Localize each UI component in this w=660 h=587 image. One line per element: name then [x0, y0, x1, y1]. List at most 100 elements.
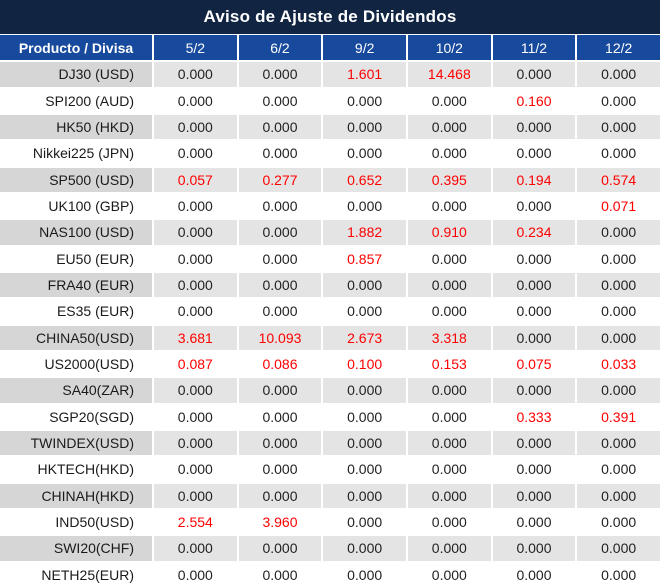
value-cell: 0.000 — [321, 139, 406, 166]
value-cell: 0.910 — [405, 218, 491, 245]
value-cell: 0.000 — [152, 139, 237, 166]
product-cell: SWI20(CHF) — [0, 534, 152, 561]
value-cell: 0.000 — [575, 560, 660, 587]
value-cell: 0.000 — [405, 376, 491, 403]
value-cell: 0.000 — [236, 297, 322, 324]
value-cell: 2.554 — [152, 508, 237, 535]
value-cell: 0.000 — [575, 455, 660, 482]
value-cell: 0.000 — [321, 455, 406, 482]
value-cell: 0.000 — [490, 297, 576, 324]
value-cell: 0.000 — [321, 113, 406, 140]
value-cell: 0.000 — [152, 192, 237, 219]
product-cell: US2000(USD) — [0, 350, 152, 377]
product-cell: HK50 (HKD) — [0, 113, 152, 140]
value-cell: 0.000 — [321, 508, 406, 535]
value-cell: 0.000 — [490, 139, 576, 166]
value-cell: 0.153 — [405, 350, 491, 377]
product-cell: CHINAH(HKD) — [0, 481, 152, 508]
value-cell: 0.000 — [490, 429, 576, 456]
value-cell: 0.000 — [236, 271, 322, 298]
value-cell: 0.000 — [490, 271, 576, 298]
value-cell: 0.000 — [152, 297, 237, 324]
value-cell: 0.194 — [490, 165, 576, 192]
value-cell: 0.071 — [575, 192, 660, 219]
value-cell: 0.000 — [236, 60, 322, 87]
value-cell: 0.333 — [490, 402, 576, 429]
value-cell: 0.000 — [490, 481, 576, 508]
value-cell: 10.093 — [236, 323, 322, 350]
value-cell: 0.100 — [321, 350, 406, 377]
value-cell: 0.000 — [490, 534, 576, 561]
value-cell: 0.000 — [575, 244, 660, 271]
product-cell: TWINDEX(USD) — [0, 429, 152, 456]
column-header-date-2: 6/2 — [236, 34, 322, 61]
value-cell: 0.000 — [575, 508, 660, 535]
value-cell: 0.574 — [575, 165, 660, 192]
value-cell: 0.000 — [152, 402, 237, 429]
value-cell: 0.000 — [405, 455, 491, 482]
value-cell: 0.000 — [321, 560, 406, 587]
product-cell: SGP20(SGD) — [0, 402, 152, 429]
value-cell: 0.000 — [321, 192, 406, 219]
dividend-table: Producto / Divisa 5/2 6/2 9/2 10/2 11/2 … — [0, 34, 660, 587]
product-cell: ES35 (EUR) — [0, 297, 152, 324]
value-cell: 0.000 — [321, 271, 406, 298]
value-cell: 0.000 — [236, 429, 322, 456]
value-cell: 0.000 — [236, 402, 322, 429]
value-cell: 0.075 — [490, 350, 576, 377]
value-cell: 0.000 — [490, 376, 576, 403]
value-cell: 0.277 — [236, 165, 322, 192]
value-cell: 0.000 — [575, 218, 660, 245]
product-cell: CHINA50(USD) — [0, 323, 152, 350]
value-cell: 0.000 — [490, 455, 576, 482]
value-cell: 0.000 — [405, 113, 491, 140]
value-cell: 0.000 — [152, 376, 237, 403]
value-cell: 0.000 — [236, 218, 322, 245]
value-cell: 0.000 — [405, 86, 491, 113]
value-cell: 0.000 — [236, 376, 322, 403]
column-header-product: Producto / Divisa — [0, 34, 152, 61]
value-cell: 0.857 — [321, 244, 406, 271]
product-cell: EU50 (EUR) — [0, 244, 152, 271]
value-cell: 0.000 — [152, 60, 237, 87]
value-cell: 0.057 — [152, 165, 237, 192]
value-cell: 0.000 — [490, 192, 576, 219]
value-cell: 0.000 — [405, 481, 491, 508]
product-cell: HKTECH(HKD) — [0, 455, 152, 482]
column-header-date-5: 11/2 — [490, 34, 576, 61]
value-cell: 0.000 — [575, 60, 660, 87]
value-cell: 0.000 — [490, 560, 576, 587]
value-cell: 0.000 — [490, 60, 576, 87]
product-cell: DJ30 (USD) — [0, 60, 152, 87]
value-cell: 0.000 — [321, 481, 406, 508]
value-cell: 0.000 — [152, 560, 237, 587]
value-cell: 0.000 — [575, 86, 660, 113]
panel-title: Aviso de Ajuste de Dividendos — [0, 0, 660, 34]
value-cell: 0.000 — [575, 429, 660, 456]
value-cell: 0.000 — [236, 244, 322, 271]
value-cell: 0.000 — [405, 560, 491, 587]
product-cell: NAS100 (USD) — [0, 218, 152, 245]
product-cell: IND50(USD) — [0, 508, 152, 535]
value-cell: 0.033 — [575, 350, 660, 377]
value-cell: 0.000 — [152, 244, 237, 271]
value-cell: 0.000 — [405, 244, 491, 271]
value-cell: 0.000 — [321, 86, 406, 113]
value-cell: 0.000 — [152, 113, 237, 140]
value-cell: 0.000 — [575, 297, 660, 324]
product-cell: SA40(ZAR) — [0, 376, 152, 403]
value-cell: 0.000 — [236, 113, 322, 140]
value-cell: 0.087 — [152, 350, 237, 377]
value-cell: 0.000 — [490, 508, 576, 535]
value-cell: 0.652 — [321, 165, 406, 192]
product-cell: NETH25(EUR) — [0, 560, 152, 587]
product-cell: UK100 (GBP) — [0, 192, 152, 219]
value-cell: 0.234 — [490, 218, 576, 245]
value-cell: 1.601 — [321, 60, 406, 87]
value-cell: 0.000 — [405, 192, 491, 219]
product-cell: FRA40 (EUR) — [0, 271, 152, 298]
value-cell: 14.468 — [405, 60, 491, 87]
value-cell: 0.000 — [575, 534, 660, 561]
product-cell: SPI200 (AUD) — [0, 86, 152, 113]
